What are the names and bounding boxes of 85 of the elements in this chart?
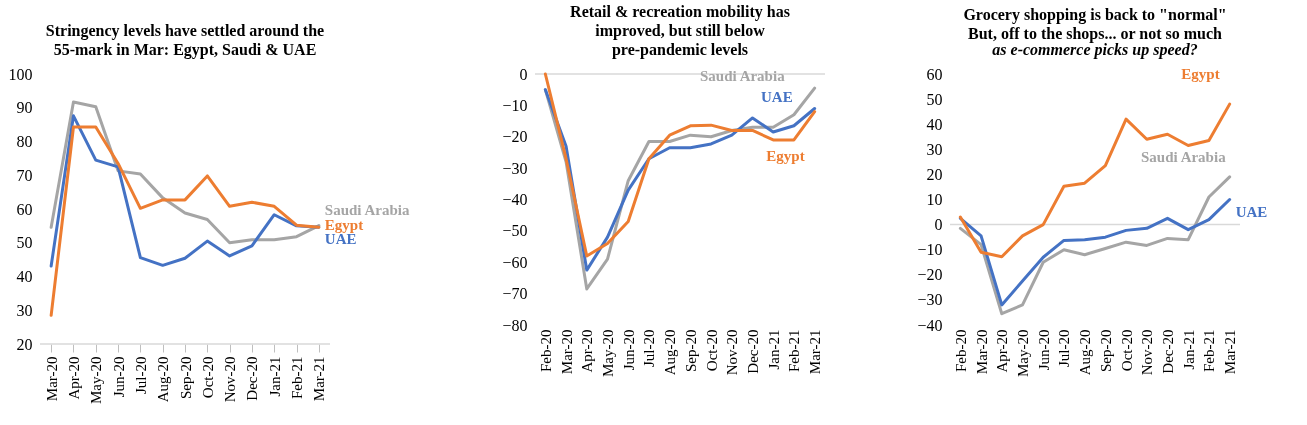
y-tick-label: −40 [502,191,528,208]
x-tick-label: Dec-20 [1160,329,1176,374]
series-label: Saudi Arabia [324,201,410,218]
series-label: Egypt [1181,66,1220,83]
x-tick-label: Sep-20 [682,329,699,372]
x-tick-label: Jan-21 [266,356,283,397]
x-tick-label: Feb-20 [537,329,554,372]
x-tick-label: Nov-20 [724,329,741,376]
y-tick-label: 40 [16,268,33,285]
x-tick-label: Apr-20 [994,329,1011,373]
y-tick-label: 40 [926,115,943,133]
x-tick-label: Apr-20 [65,356,82,400]
y-tick-label: 100 [8,65,33,83]
y-tick-label: 20 [926,165,943,183]
y-tick-label: 70 [16,166,33,184]
y-tick-label: −20 [917,266,943,284]
x-tick-label: Mar-20 [973,329,990,375]
x-tick-label: Jun-20 [1035,329,1052,371]
y-tick-label: −40 [917,316,943,334]
y-tick-label: 50 [16,234,33,252]
x-tick-label: Mar-20 [43,356,60,402]
y-tick-label: 0 [934,216,943,234]
y-tick-label: −60 [502,253,528,271]
y-tick-label: −70 [502,285,528,303]
y-tick-label: 30 [926,140,943,158]
x-tick-label: Jun-20 [620,329,637,371]
x-tick-label: Sep-20 [177,356,194,399]
y-tick-label: −10 [502,96,528,114]
x-tick-label: Mar-20 [558,329,575,375]
x-tick-label: Oct-20 [703,329,720,372]
y-tick-label: −50 [502,222,528,240]
x-tick-label: Feb-20 [952,329,969,372]
y-tick-label: 60 [16,200,33,218]
x-tick-label: Jun-20 [110,356,127,398]
x-tick-label: Aug-20 [155,356,172,403]
x-tick-label: Sep-20 [1097,329,1114,372]
x-tick-label: Dec-20 [745,329,761,374]
x-tick-label: Dec-20 [244,356,261,401]
x-tick-label: Jul-20 [1056,329,1073,367]
y-tick-label: 0 [519,65,528,83]
x-tick-label: Feb-21 [1201,329,1218,372]
x-tick-label: Nov-20 [222,356,239,403]
y-tick-label: 30 [16,301,33,319]
y-tick-label: −30 [502,159,528,177]
x-tick-label: May-20 [88,356,105,404]
x-tick-label: Mar-21 [1222,329,1239,375]
chart-title: Retail & recreation mobility has improved, but still below pre-pandemic levels [570,3,790,59]
series-label: Saudi Arabia [1141,148,1227,165]
y-tick-label: 10 [926,191,943,208]
x-tick-label: May-20 [600,329,616,377]
x-tick-label: May-20 [1015,329,1031,377]
y-tick-label: −80 [502,316,528,334]
line-series [958,198,1232,307]
x-tick-label: Aug-20 [662,329,679,376]
x-tick-label: Jan-21 [1180,329,1197,370]
y-tick-label: 90 [16,99,33,117]
y-tick-label: 50 [926,90,943,108]
line-series [958,102,1232,259]
x-tick-label: Jul-20 [132,356,149,394]
series-label: UAE [760,88,793,105]
chart-title: Stringency levels have settled around the 55-mark in Mar: Egypt, Saudi & UAE [45,22,325,59]
x-tick-label: Oct-20 [199,356,216,399]
x-tick-label: Jan-21 [765,329,782,370]
series-label: Egypt [766,147,805,164]
series-label: Saudi Arabia [700,68,786,85]
line-series [958,175,1232,316]
x-tick-label: Oct-20 [1118,329,1135,372]
x-tick-label: Feb-21 [289,356,306,399]
x-tick-label: Mar-21 [311,356,328,402]
x-tick-label: Jul-20 [641,329,658,367]
line-series [49,125,321,317]
y-tick-label: 80 [16,133,33,150]
series-label: Egypt [324,217,364,234]
series-label: UAE [1235,203,1268,220]
x-tick-label: Feb-21 [786,329,803,372]
x-tick-label: Nov-20 [1139,329,1156,376]
x-tick-label: Mar-21 [807,329,824,375]
y-tick-label: −20 [502,128,528,146]
x-tick-label: Aug-20 [1077,329,1094,376]
y-tick-label: 20 [16,335,33,353]
y-tick-label: 60 [926,65,943,83]
x-tick-label: Apr-20 [579,329,596,373]
line-series [49,100,321,245]
y-tick-label: −10 [917,241,943,259]
y-tick-label: −30 [917,291,943,309]
